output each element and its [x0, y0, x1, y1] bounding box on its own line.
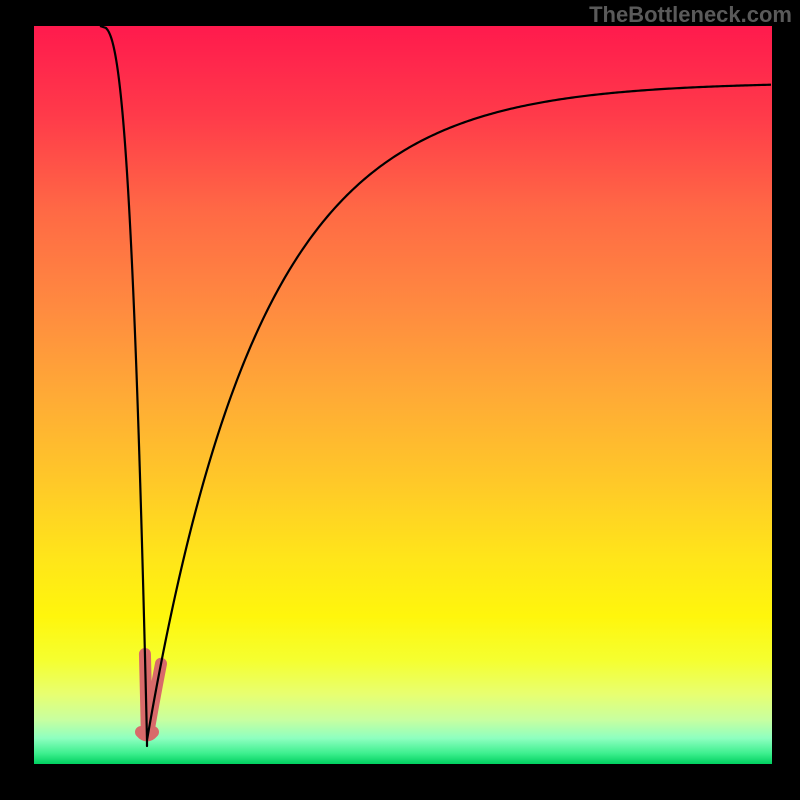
chart-container: TheBottleneck.com — [0, 0, 800, 800]
bottleneck-curve — [34, 26, 772, 764]
main-curve-path — [100, 26, 771, 746]
watermark-text: TheBottleneck.com — [589, 2, 792, 28]
plot-area — [34, 26, 772, 764]
